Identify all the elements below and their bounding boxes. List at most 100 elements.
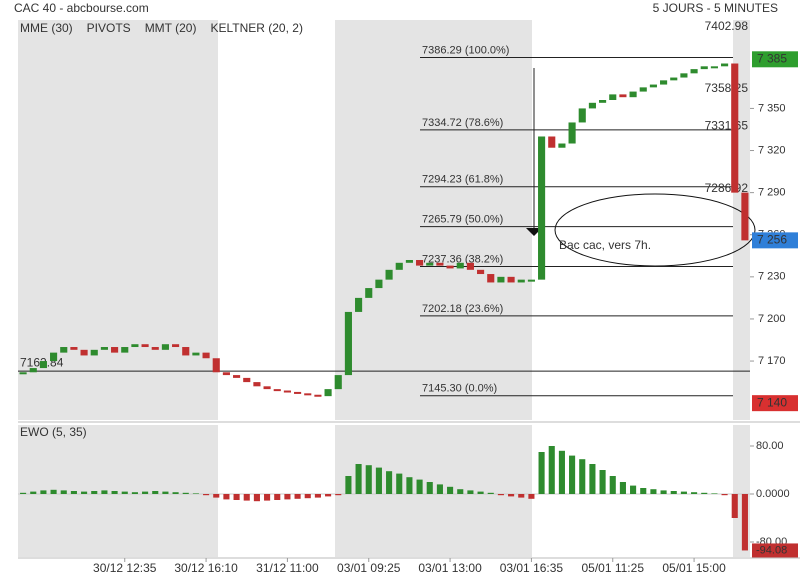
candle [629, 91, 637, 98]
x-tick-label: 03/01 13:00 [418, 561, 482, 575]
candle [416, 260, 424, 266]
candle [395, 262, 403, 270]
candle [700, 66, 708, 70]
price-box [752, 232, 798, 249]
candle [609, 94, 617, 100]
candle [294, 391, 302, 394]
candle [222, 372, 230, 376]
candle [548, 136, 556, 148]
candle [161, 344, 169, 350]
candle [263, 386, 271, 390]
ewo-bar [30, 491, 37, 494]
candle [385, 269, 393, 280]
candle [649, 84, 657, 88]
ewo-bar [253, 494, 260, 502]
candle [365, 288, 373, 298]
value-box-label: -94.08 [756, 544, 787, 556]
candle [141, 344, 149, 348]
ewo-bar [691, 492, 698, 494]
fib-label: 7294.23 (61.8%) [422, 174, 503, 186]
y-tick-label: 80.00 [756, 440, 784, 452]
candle [192, 352, 200, 356]
ewo-bar [487, 492, 494, 494]
ewo-bar [314, 494, 321, 498]
ewo-bar [274, 494, 281, 500]
ewo-bar [589, 464, 596, 494]
candle [466, 262, 474, 270]
ewo-bar [121, 491, 128, 494]
candle [710, 66, 718, 69]
ewo-bar [518, 494, 525, 498]
candle [507, 276, 515, 283]
candle [375, 279, 383, 289]
ewo-bar [660, 490, 667, 494]
ewo-bar [335, 494, 342, 496]
candle [721, 63, 729, 67]
note: Bac cac, vers 7h. [559, 238, 651, 252]
candle [253, 382, 261, 387]
ewo-bar [721, 494, 728, 496]
ewo-bar [396, 473, 403, 494]
price-box-label: 7 140 [757, 395, 787, 409]
candle [334, 375, 342, 390]
x-tick-label: 03/01 16:35 [500, 561, 564, 575]
ewo-bar [375, 467, 382, 494]
candle [243, 377, 251, 383]
x-tick-label: 03/01 09:25 [337, 561, 401, 575]
session-shade [18, 425, 218, 557]
candle [731, 63, 739, 193]
range-arrow [526, 228, 542, 236]
price-box [752, 51, 798, 68]
note-ellipse [554, 193, 756, 267]
session-shade [335, 20, 532, 420]
ewo-bar [264, 494, 271, 501]
candle [182, 347, 190, 356]
y-tick-label: 7 230 [758, 271, 786, 283]
ewo-bar [741, 494, 748, 551]
candle [70, 347, 78, 350]
candle [50, 352, 58, 362]
ewo-bar [70, 491, 77, 494]
candle [680, 73, 688, 78]
ewo-bar [497, 494, 504, 496]
session-shade [335, 425, 532, 557]
ewo-bar [60, 490, 67, 494]
annotation: 7331.65 [705, 118, 749, 132]
candle [446, 265, 454, 269]
ewo-bar [508, 494, 515, 497]
candle [19, 372, 27, 375]
ewo-bar [467, 490, 474, 494]
indicator-name: EWO (5, 35) [20, 425, 87, 439]
x-tick-label: 30/12 12:35 [93, 561, 157, 575]
chart-title: CAC 40 - abcbourse.com [14, 1, 149, 15]
candle [324, 389, 332, 397]
ewo-bar [447, 486, 454, 494]
ewo-bar [131, 492, 138, 494]
annotation: 7402.98 [705, 19, 749, 33]
ewo-bar [365, 465, 372, 494]
candle [456, 262, 464, 269]
y-tick-label: 7 320 [758, 144, 786, 156]
ewo-bar [284, 494, 291, 500]
ewo-bar [91, 491, 98, 494]
x-tick-label: 05/01 15:00 [662, 561, 726, 575]
y-tick-label: 7 290 [758, 187, 786, 199]
ewo-bar [213, 494, 220, 498]
fib-label: 7202.18 (23.6%) [422, 303, 503, 315]
y-tick-label: 7 170 [758, 355, 786, 367]
fib-label: 7334.72 (78.6%) [422, 117, 503, 129]
ewo-bar [243, 494, 250, 501]
ewo-bar [304, 494, 311, 499]
candle [660, 80, 668, 85]
ewo-bar [650, 489, 657, 494]
candle [477, 269, 485, 275]
candle [121, 347, 129, 353]
y-tick-label: 0.0000 [756, 488, 790, 500]
annotation: 7358.25 [705, 81, 749, 95]
legend-entry: KELTNER (20, 2) [210, 21, 302, 35]
candle [80, 349, 88, 356]
candle [670, 77, 678, 81]
ewo-bar [477, 491, 484, 494]
x-tick-label: 30/12 16:10 [174, 561, 238, 575]
candle [619, 94, 627, 98]
